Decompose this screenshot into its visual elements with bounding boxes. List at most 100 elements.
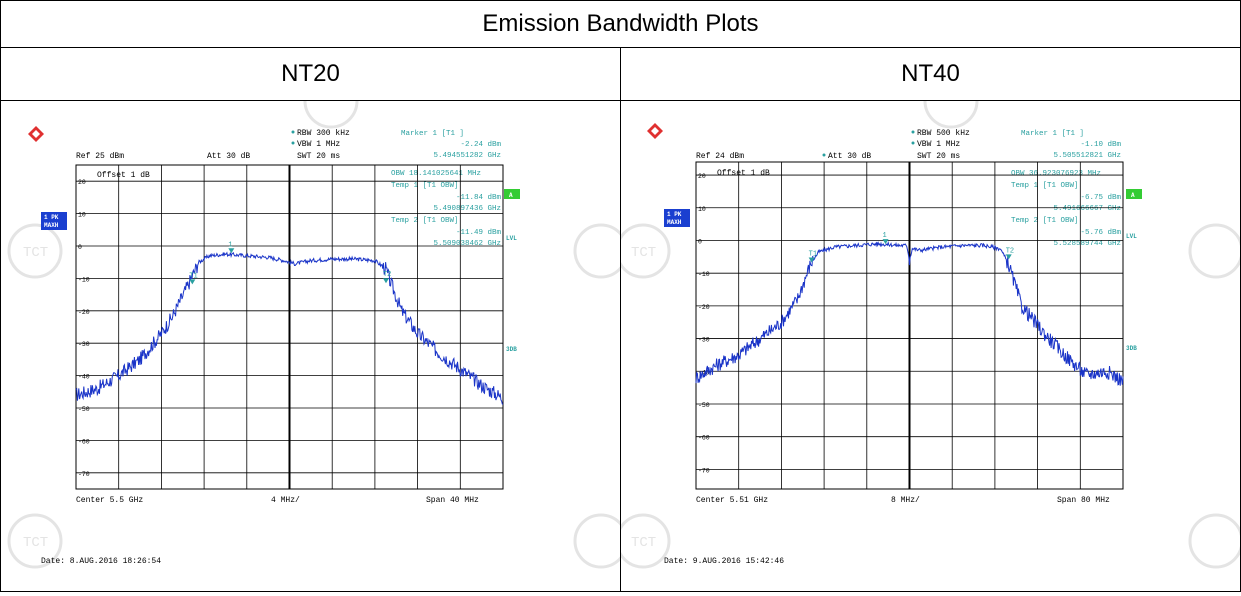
sweep-time: SWT 20 ms bbox=[917, 152, 960, 161]
plot-cell-nt20: TCT TCT Ref 25 dBm Att 30 dB RBW 300 kHz… bbox=[1, 73, 629, 591]
lvl-label: LVL bbox=[1126, 233, 1137, 240]
watermark: TCT bbox=[631, 535, 656, 551]
marker-label: 1 bbox=[883, 232, 887, 240]
y-tick-label: -70 bbox=[698, 467, 710, 474]
marker-label: T2 bbox=[1006, 247, 1014, 255]
ref-level: Ref 24 dBm bbox=[696, 152, 744, 161]
page-title: Emission Bandwidth Plots bbox=[1, 1, 1240, 48]
plot-area-nt20: 20 10 0 -10 -20 -30 -40 -50 -60 -70 1 T1 T2 bbox=[75, 164, 504, 490]
y-tick-label: 0 bbox=[78, 244, 82, 251]
ref-level: Ref 25 dBm bbox=[76, 152, 124, 161]
span: Span 80 MHz bbox=[1057, 496, 1110, 505]
spectrum-trace bbox=[695, 240, 1124, 386]
offset-label: Offset 1 dB bbox=[97, 171, 150, 180]
marker-readout-line: -2.24 dBm bbox=[460, 141, 501, 149]
marker-readout-line: Temp 1 [T1 OBW] bbox=[391, 182, 459, 190]
plot-label-nt20: NT20 bbox=[1, 48, 620, 101]
att-dot bbox=[822, 153, 826, 157]
watermark: TCT bbox=[23, 245, 48, 261]
watermark: TCT bbox=[631, 245, 656, 261]
span: Span 40 MHz bbox=[426, 496, 479, 505]
marker-readout: Marker 1 [T1 ] -1.10 dBm 5.505512821 GHz OB… bbox=[1011, 130, 1121, 248]
y-tick-label: -70 bbox=[78, 471, 90, 478]
rbw-dot bbox=[911, 130, 915, 134]
sweep-time: SWT 20 ms bbox=[297, 152, 340, 161]
marker-triangle bbox=[808, 257, 815, 263]
offset-label: Offset 1 dB bbox=[717, 169, 770, 178]
marker-triangle bbox=[189, 279, 196, 285]
side-badges: 1 PK MAXH A LVL 3DB bbox=[41, 189, 520, 353]
center-frequency: Center 5.51 GHz bbox=[696, 496, 768, 505]
y-tick-label: -20 bbox=[698, 304, 710, 311]
marker-readout-line: -11.84 dBm bbox=[456, 194, 502, 202]
y-tick-label: 10 bbox=[78, 212, 86, 219]
marker-readout-line: -5.76 dBm bbox=[1080, 229, 1121, 237]
rohde-schwarz-logo bbox=[28, 126, 44, 142]
rbw-setting: RBW 300 kHz bbox=[297, 129, 350, 138]
3db-label: 3DB bbox=[506, 346, 517, 353]
trace-mode-1: 1 PK bbox=[44, 214, 59, 221]
watermark: TCT bbox=[23, 535, 48, 551]
rohde-schwarz-logo bbox=[647, 123, 663, 139]
3db-label: 3DB bbox=[1126, 345, 1137, 352]
vbw-dot bbox=[291, 141, 295, 145]
marker-readout-line: 5.490897436 GHz bbox=[433, 205, 501, 213]
marker-readout-line: OBW 36.923076923 MHz bbox=[1011, 170, 1101, 178]
marker-readout-line: Marker 1 [T1 ] bbox=[1021, 130, 1084, 138]
marker-readout-line: Temp 2 [T1 OBW] bbox=[391, 217, 459, 225]
y-tick-label: 10 bbox=[698, 206, 706, 213]
marker-readout: Marker 1 [T1 ] -2.24 dBm 5.494551282 GHz OB… bbox=[391, 130, 501, 248]
y-tick-label: 0 bbox=[698, 238, 702, 245]
a-badge: A bbox=[1131, 192, 1135, 199]
rbw-setting: RBW 500 kHz bbox=[917, 129, 970, 138]
rbw-dot bbox=[291, 130, 295, 134]
vbw-dot bbox=[911, 141, 915, 145]
marker-label: T1 bbox=[809, 251, 817, 259]
marker-readout-line: 5.505512821 GHz bbox=[1053, 152, 1121, 160]
analyzer-screen-nt40: TCT TCT Ref 24 dBm Att 30 dB RBW 500 kHz… bbox=[615, 73, 1241, 569]
y-tick-label: -40 bbox=[78, 374, 90, 381]
y-tick-label: -40 bbox=[698, 369, 710, 376]
marker-triangle bbox=[228, 248, 235, 254]
per-division: 4 MHz/ bbox=[271, 496, 300, 505]
y-tick-label: -50 bbox=[78, 406, 90, 413]
plot-cell-nt40: TCT TCT Ref 24 dBm Att 30 dB RBW 500 kHz… bbox=[615, 73, 1241, 591]
column-divider bbox=[620, 48, 621, 591]
attenuation: Att 30 dB bbox=[828, 152, 871, 161]
marker-label: T2 bbox=[383, 271, 391, 279]
y-tick-label: -30 bbox=[78, 341, 90, 348]
marker-readout-line: 5.491666667 GHz bbox=[1053, 205, 1121, 213]
a-badge: A bbox=[509, 192, 513, 199]
vbw-setting: VBW 1 MHz bbox=[297, 140, 340, 149]
plot-area-nt40: 20 10 0 -10 -20 -30 -40 -50 -60 -70 1 T1 T2 bbox=[695, 161, 1124, 490]
marker-triangle bbox=[882, 239, 889, 245]
date-stamp: Date: 9.AUG.2016 15:42:46 bbox=[664, 557, 784, 566]
marker-label: T1 bbox=[189, 272, 197, 280]
marker-readout-line: OBW 18.141025641 MHz bbox=[391, 170, 481, 178]
watermark-text: TCT TCT bbox=[631, 245, 656, 551]
marker-readout-line: 5.528589744 GHz bbox=[1053, 240, 1121, 248]
date-stamp: Date: 8.AUG.2016 18:26:54 bbox=[41, 557, 161, 566]
y-tick-label: -30 bbox=[698, 337, 710, 344]
spectrum-trace bbox=[75, 251, 504, 405]
trace-mode-2: MAXH bbox=[667, 219, 682, 226]
marker-readout-line: Temp 1 [T1 OBW] bbox=[1011, 182, 1079, 190]
vbw-setting: VBW 1 MHz bbox=[917, 140, 960, 149]
marker-readout-line: 5.494551282 GHz bbox=[433, 152, 501, 160]
marker-readout-line: Marker 1 [T1 ] bbox=[401, 130, 464, 138]
marker-triangle bbox=[1005, 254, 1012, 260]
lvl-label: LVL bbox=[506, 235, 517, 242]
marker-readout-line: -1.10 dBm bbox=[1080, 141, 1121, 149]
analyzer-screen-nt20: TCT TCT Ref 25 dBm Att 30 dB RBW 300 kHz… bbox=[7, 73, 629, 569]
y-tick-label: -10 bbox=[698, 271, 710, 278]
marker-readout-line: -11.49 dBm bbox=[456, 229, 502, 237]
y-tick-label: 20 bbox=[698, 173, 706, 180]
marker-readout-line: -6.75 dBm bbox=[1080, 194, 1121, 202]
marker-readout-line: Temp 2 [T1 OBW] bbox=[1011, 217, 1079, 225]
side-badges: 1 PK MAXH A LVL 3DB bbox=[664, 189, 1142, 352]
y-tick-label: -20 bbox=[78, 309, 90, 316]
marker-triangle bbox=[382, 278, 389, 284]
marker-label: 1 bbox=[228, 241, 232, 249]
center-frequency: Center 5.5 GHz bbox=[76, 496, 143, 505]
